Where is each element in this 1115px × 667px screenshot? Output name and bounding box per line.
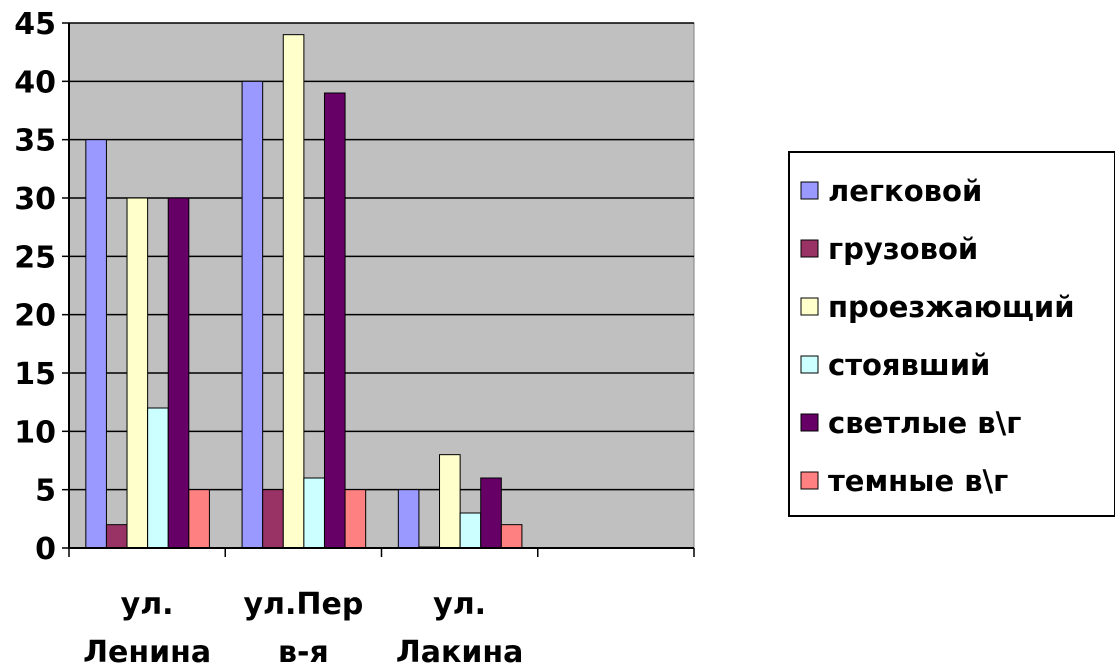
y-tick-label: 35 [14,124,56,159]
y-tick-label: 0 [35,532,56,567]
bar [262,489,284,549]
bar [500,524,523,549]
legend-label: легковой [828,174,982,208]
x-category-label: ул.Пер [243,587,363,622]
plot-area: 0 5 10 15 20 25 30 35 40 45 ул. Ленина ул.Пер в-я ул. Л… [14,7,695,667]
x-category-label: ул. [121,587,174,622]
y-tick-label: 40 [14,65,56,100]
bar [147,407,169,549]
legend-label: темные в\г [828,464,1008,498]
x-category-label: ул. [433,587,486,622]
legend-label: грузовой [828,232,978,266]
bar [323,92,346,549]
bar [282,34,305,549]
bar [85,139,107,549]
y-tick-label: 15 [14,357,56,392]
bar [105,524,128,549]
bar [344,489,367,549]
bar [439,454,461,549]
legend-box [788,151,1115,517]
bar [188,489,210,549]
bar [459,512,482,549]
x-category-label: Лакина [396,635,524,667]
y-tick-label: 30 [14,182,56,217]
x-category-label: в-я [278,635,329,667]
bar [167,197,190,549]
legend-swatch [800,413,819,432]
legend-label: светлые в\г [828,406,1021,440]
legend-swatch [800,181,819,200]
x-category-label: Ленина [83,635,211,667]
y-tick-label: 25 [14,240,56,275]
legend-swatch [800,297,819,316]
bar [241,80,264,549]
legend-label: проезжающий [828,290,1075,324]
legend-label: стоявший [828,348,990,382]
y-tick-label: 45 [14,7,56,42]
legend-swatch [800,355,819,374]
legend-swatch [800,239,819,258]
legend-swatch [800,471,819,490]
y-tick-label: 5 [35,474,56,509]
y-tick-label: 10 [14,415,56,450]
bar [397,489,420,549]
bar [303,477,325,549]
legend: легковой грузовой проезжающий стоявший светл… [788,151,1115,517]
bar [126,197,149,549]
bar [480,477,502,549]
y-tick-label: 20 [14,299,56,334]
